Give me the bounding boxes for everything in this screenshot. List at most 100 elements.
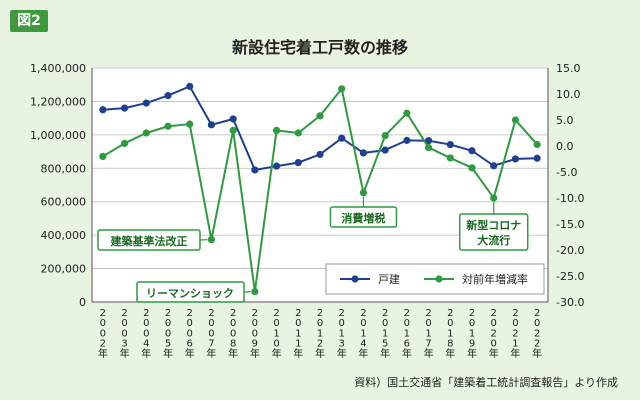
x-tick-label: 0 (360, 318, 366, 329)
x-tick-label: 6 (404, 339, 410, 350)
chart-title: 新設住宅着工戸数の推移 (231, 38, 408, 57)
x-tick-label: 2 (512, 328, 518, 339)
data-point-1 (120, 139, 129, 147)
legend-label-0: 戸建 (378, 272, 400, 286)
x-tick-label: 1 (425, 328, 431, 339)
y-left-tick-label: 1,000,000 (30, 129, 86, 142)
x-tick-label: 2 (425, 308, 431, 319)
x-tick-label: 0 (339, 318, 345, 329)
x-tick-label: 0 (491, 318, 497, 329)
y-right-tick-label: -30.0 (556, 296, 584, 309)
x-tick-label: 2 (121, 308, 127, 319)
data-point-1 (294, 129, 302, 137)
x-tick-label: 1 (404, 328, 410, 339)
x-tick-label: 0 (382, 318, 388, 329)
x-tick-label: 2 (273, 308, 279, 319)
data-point-1 (164, 122, 172, 130)
annotation-label: 消費増税 (341, 211, 385, 225)
legend-label-1: 対前年増減率 (462, 272, 528, 286)
data-point-1 (490, 194, 498, 202)
x-tick-label: 0 (121, 318, 127, 329)
y-left-tick-label: 1,200,000 (30, 95, 86, 108)
data-point-0 (381, 146, 389, 154)
x-tick-label: 0 (187, 328, 193, 339)
x-tick-label: 0 (469, 318, 475, 329)
x-tick-label: 0 (100, 328, 106, 339)
x-tick-label: 年 (206, 347, 216, 360)
data-point-0 (338, 134, 346, 142)
x-tick-label: 0 (230, 328, 236, 339)
x-tick-label: 年 (467, 347, 477, 360)
data-point-1 (338, 85, 346, 93)
x-tick-label: 2 (317, 308, 323, 319)
x-tick-label: 年 (380, 347, 390, 360)
x-tick-label: 0 (447, 318, 453, 329)
x-tick-label: 0 (165, 318, 171, 329)
x-tick-label: 0 (425, 318, 431, 329)
data-point-0 (359, 149, 368, 157)
data-point-1 (229, 126, 237, 134)
data-point-0 (468, 147, 476, 155)
x-tick-label: 年 (141, 347, 151, 360)
annotation-label: 大流行 (477, 233, 510, 247)
data-point-0 (272, 162, 281, 170)
x-tick-label: 2 (317, 339, 323, 350)
x-tick-label: 1 (273, 328, 279, 339)
x-tick-label: 1 (469, 328, 475, 339)
x-tick-label: 2 (491, 308, 497, 319)
data-point-0 (490, 162, 498, 170)
data-point-0 (511, 155, 520, 163)
x-tick-label: 2 (534, 328, 540, 339)
data-point-0 (251, 166, 259, 174)
y-left-tick-label: 0 (79, 296, 86, 309)
data-point-0 (533, 154, 541, 162)
x-tick-label: 2 (534, 308, 540, 319)
y-right-tick-label: 10.0 (556, 88, 581, 101)
x-tick-label: 3 (339, 339, 345, 350)
x-tick-label: 0 (143, 318, 149, 329)
x-tick-label: 0 (208, 328, 214, 339)
data-point-1 (533, 140, 541, 149)
x-tick-label: 0 (273, 318, 279, 329)
data-point-1 (272, 126, 281, 134)
data-point-1 (424, 143, 433, 152)
x-tick-label: 年 (532, 347, 542, 360)
y-right-tick-label: -20.0 (556, 244, 584, 257)
y-right-tick-label: 5.0 (556, 114, 574, 127)
data-point-1 (316, 112, 324, 120)
legend-marker-0 (351, 275, 359, 283)
x-tick-label: 年 (445, 347, 455, 360)
source-note: 資料）国土交通省「建築着工統計調査報告」より作成 (354, 376, 618, 389)
x-tick-label: 1 (512, 339, 518, 350)
x-tick-label: 0 (273, 339, 279, 350)
x-tick-label: 2 (100, 339, 106, 350)
y-right-tick-label: 15.0 (556, 62, 581, 75)
x-tick-label: 8 (447, 339, 453, 350)
data-point-1 (186, 120, 194, 128)
x-tick-label: 2 (252, 308, 258, 319)
data-point-0 (446, 140, 454, 149)
x-tick-label: 5 (165, 339, 171, 350)
x-tick-label: 2 (187, 308, 193, 319)
x-tick-label: 0 (165, 328, 171, 339)
x-tick-label: 年 (510, 347, 520, 360)
y-right-tick-label: -5.0 (556, 166, 577, 179)
x-tick-label: 0 (534, 318, 540, 329)
x-tick-label: 1 (382, 328, 388, 339)
x-tick-label: 0 (252, 318, 258, 329)
x-tick-label: 2 (208, 308, 214, 319)
data-point-1 (381, 132, 389, 140)
x-tick-label: 2 (143, 308, 149, 319)
x-tick-label: 7 (425, 339, 431, 350)
x-tick-label: 年 (98, 347, 108, 360)
x-tick-label: 2 (382, 308, 388, 319)
x-tick-label: 9 (252, 339, 258, 350)
x-tick-label: 5 (382, 339, 388, 350)
x-tick-label: 年 (402, 347, 412, 360)
data-point-0 (120, 104, 129, 112)
x-tick-label: 0 (317, 318, 323, 329)
x-tick-label: 年 (120, 347, 130, 360)
data-point-1 (359, 189, 368, 197)
data-point-1 (207, 236, 216, 244)
